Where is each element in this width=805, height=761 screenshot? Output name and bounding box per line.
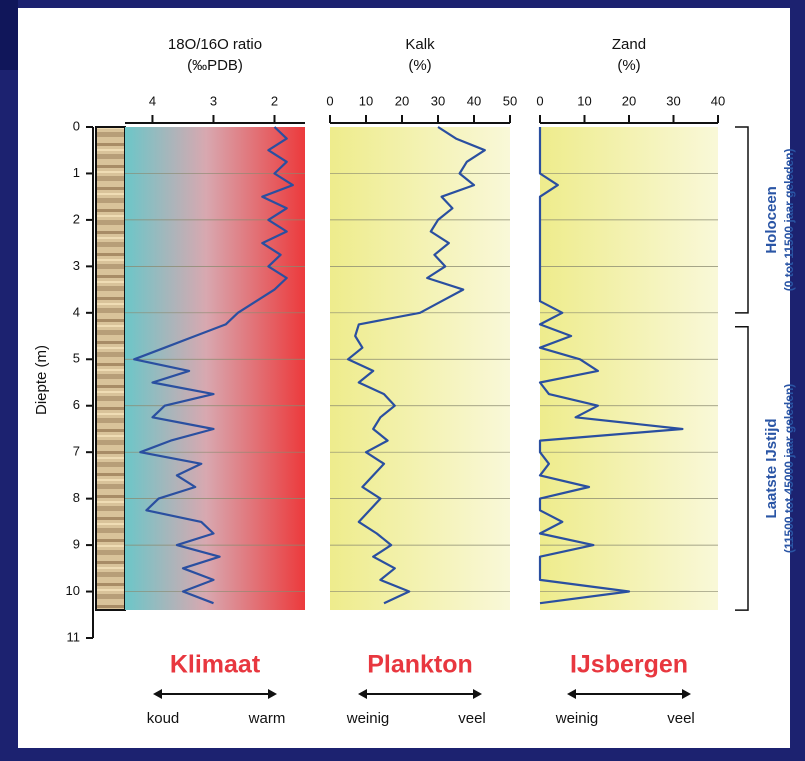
plot-area (125, 127, 305, 610)
annotation: Plankton (367, 651, 473, 679)
x-tick-label: 0 (536, 93, 543, 108)
x-tick-label: 20 (395, 93, 409, 108)
bracket (735, 326, 749, 611)
annotation: IJsbergen (570, 651, 688, 679)
data-line (346, 126, 486, 605)
panel-unit: (%) (617, 57, 640, 74)
x-tick-label: 10 (577, 93, 591, 108)
left-label: koud (147, 710, 180, 727)
data-line (538, 127, 684, 605)
x-tick-label: 3 (210, 93, 217, 108)
right-label: veel (667, 710, 695, 727)
y-tick-label: 3 (73, 258, 80, 273)
x-tick-label: 40 (711, 93, 725, 108)
right-label: veel (458, 710, 486, 727)
data-line (133, 126, 294, 605)
plot-area (330, 127, 510, 610)
x-tick-label: 2 (271, 93, 278, 108)
y-tick-label: 11 (67, 629, 81, 644)
period-name: Holoceen (763, 186, 780, 254)
period-note: (11500 tot 45000 jaar geleden) (782, 384, 796, 553)
y-tick-label: 10 (66, 583, 80, 598)
panel-title: Kalk (405, 36, 435, 53)
left-label: weinig (555, 710, 599, 727)
x-tick-label: 10 (359, 93, 373, 108)
y-tick-label: 9 (73, 537, 80, 552)
x-tick-label: 0 (326, 93, 333, 108)
panel-title: 18O/16O ratio (168, 36, 262, 53)
y-tick-label: 5 (73, 351, 80, 366)
core-image (95, 126, 126, 611)
y-tick-label: 8 (73, 490, 80, 505)
corner (0, 0, 18, 70)
y-tick-label: 1 (73, 165, 80, 180)
y-tick-label: 4 (73, 304, 80, 319)
bracket (735, 126, 749, 314)
left-label: weinig (346, 710, 390, 727)
x-tick-label: 30 (431, 93, 445, 108)
period-note: (0 tot 11500 jaar geleden) (782, 149, 796, 292)
x-tick-label: 40 (467, 93, 481, 108)
x-tick-label: 50 (503, 93, 517, 108)
period-name: Laatste IJstijd (763, 418, 780, 518)
y-tick-label: 0 (73, 118, 80, 133)
y-tick-label: 2 (73, 211, 80, 226)
x-tick-label: 30 (666, 93, 680, 108)
x-tick-label: 20 (622, 93, 636, 108)
panel-unit: (%) (408, 57, 431, 74)
panel-title: Zand (612, 36, 646, 53)
y-tick-label: 6 (73, 397, 80, 412)
y-tick-label: 7 (73, 444, 80, 459)
annotation: Klimaat (170, 651, 261, 679)
right-label: warm (248, 710, 286, 727)
x-tick-label: 4 (149, 93, 156, 108)
y-axis-label: Diepte (m) (33, 345, 50, 415)
panel-unit: (‰PDB) (187, 57, 243, 74)
plot-area (540, 127, 718, 610)
